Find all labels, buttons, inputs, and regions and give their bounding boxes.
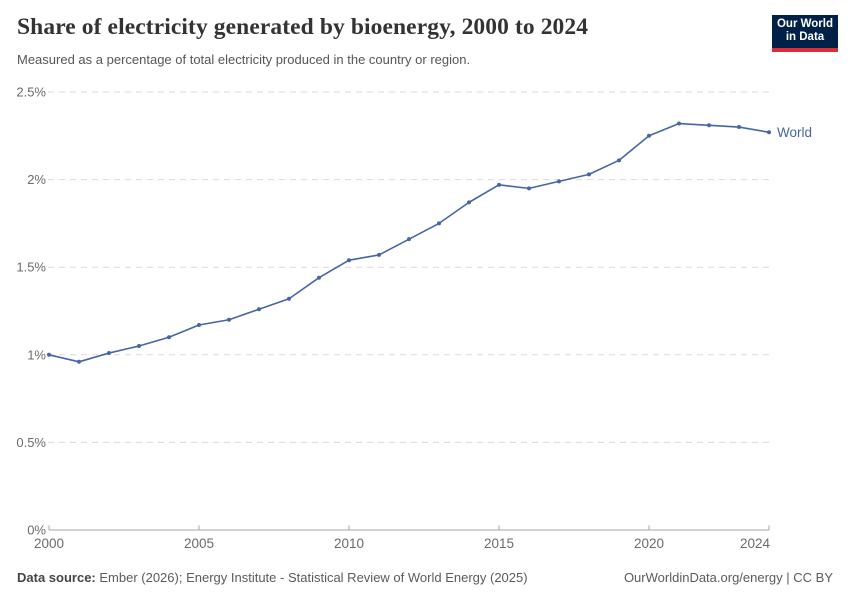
data-point[interactable]: [257, 307, 261, 312]
data-point[interactable]: [497, 182, 501, 187]
data-point[interactable]: [437, 221, 441, 226]
data-point[interactable]: [767, 130, 771, 135]
data-point[interactable]: [407, 237, 411, 242]
series-line-world[interactable]: [48, 122, 770, 363]
y-tick-label: 1.5%: [16, 260, 46, 275]
y-tick-label: 1%: [27, 347, 46, 362]
data-point[interactable]: [527, 186, 531, 191]
x-tick-label: 2005: [184, 536, 214, 551]
x-tick-label: 2020: [634, 536, 664, 551]
owid-logo-line1: Our World: [776, 18, 833, 30]
data-source-text: Ember (2026); Energy Institute - Statist…: [95, 570, 528, 585]
x-tick-label: 2000: [34, 536, 64, 551]
data-point[interactable]: [47, 352, 51, 357]
data-point[interactable]: [557, 179, 561, 184]
owid-logo-line2: in Data: [785, 31, 825, 43]
y-tick-label: 2%: [27, 172, 46, 187]
series-label-world[interactable]: World: [777, 125, 812, 140]
data-point[interactable]: [227, 317, 231, 322]
data-point[interactable]: [377, 252, 381, 257]
owid-logo-box: Our World in Data: [772, 15, 838, 48]
data-source: Data source: Ember (2026); Energy Instit…: [17, 570, 528, 585]
data-point[interactable]: [617, 158, 621, 163]
data-point[interactable]: [587, 172, 591, 177]
data-point[interactable]: [707, 123, 711, 128]
data-point[interactable]: [197, 323, 201, 328]
footer-link[interactable]: OurWorldinData.org/energy | CC BY: [623, 570, 833, 585]
owid-logo[interactable]: Our World in Data: [772, 15, 838, 52]
data-point[interactable]: [467, 200, 471, 205]
x-tick-label: 2010: [334, 536, 364, 551]
data-point[interactable]: [317, 275, 321, 280]
data-point[interactable]: [137, 344, 141, 349]
chart-title: Share of electricity generated by bioene…: [17, 14, 589, 40]
data-point[interactable]: [647, 133, 651, 138]
x-tick-label: 2015: [484, 536, 514, 551]
data-point[interactable]: [737, 125, 741, 130]
y-tick-label: 2.5%: [16, 85, 46, 100]
x-tick-label: 2024: [740, 536, 771, 551]
y-tick-label: 0.5%: [16, 435, 46, 450]
owid-logo-accent-strip: [772, 48, 838, 52]
data-point[interactable]: [167, 335, 171, 340]
data-point[interactable]: [677, 121, 681, 126]
y-tick-label: 0%: [27, 523, 46, 538]
data-source-label: Data source:: [17, 570, 96, 585]
data-point[interactable]: [107, 351, 111, 356]
data-point[interactable]: [287, 296, 291, 301]
data-point[interactable]: [77, 359, 81, 364]
chart-subtitle: Measured as a percentage of total electr…: [17, 52, 471, 67]
data-point[interactable]: [347, 258, 351, 263]
